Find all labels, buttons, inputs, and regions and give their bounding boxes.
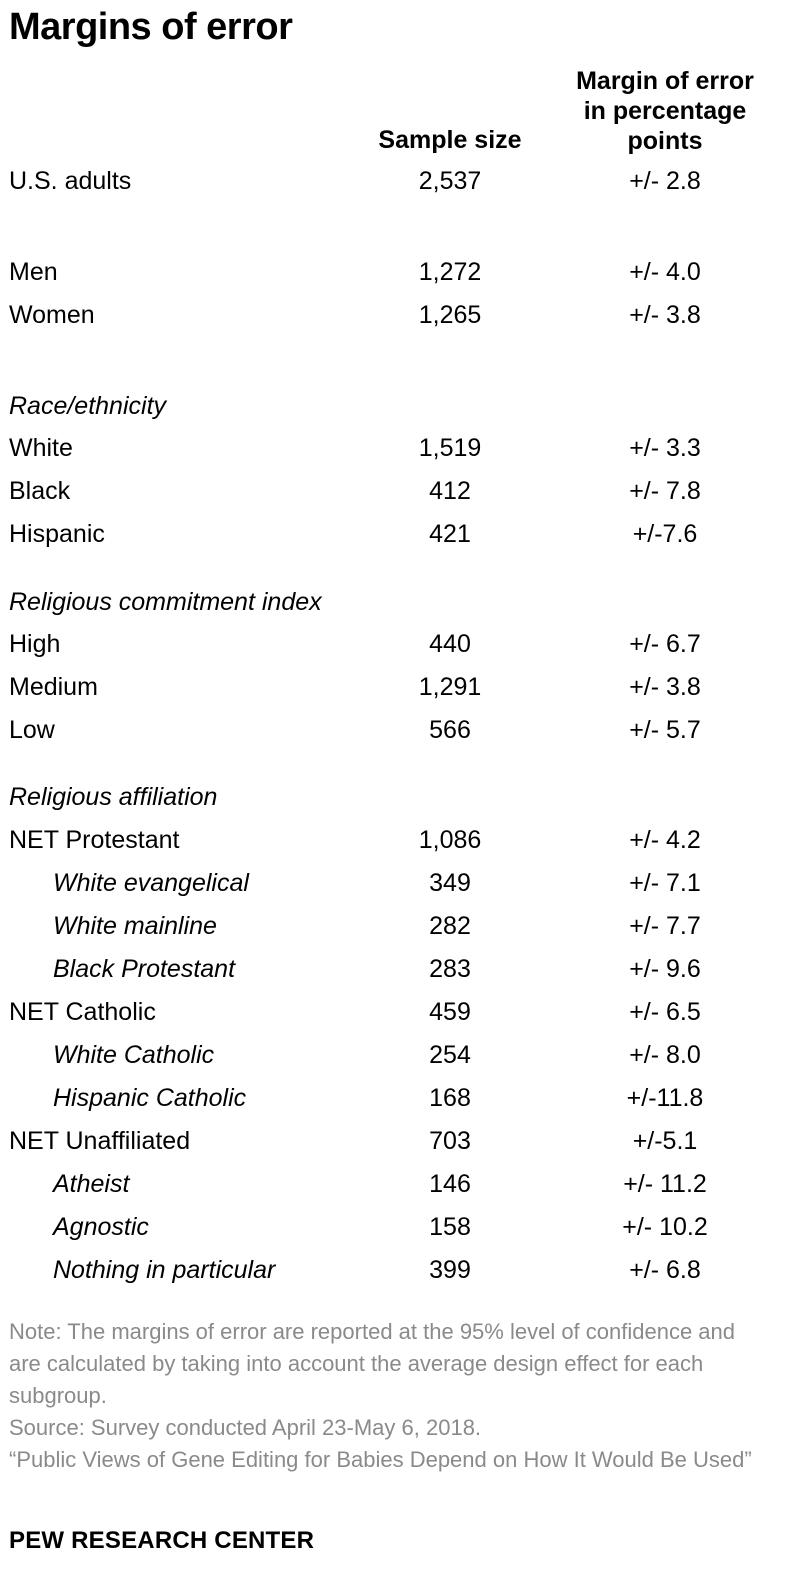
table-row: Medium 1,291 +/- 3.8 [0,666,786,709]
table-row: Black Protestant 283 +/- 9.6 [0,948,786,991]
brand-logo-text: PEW RESEARCH CENTER [9,1527,315,1554]
table-row: NET Unaffiliated 703 +/-5.1 [0,1120,786,1163]
row-label: Men [9,258,58,286]
margin-of-error-cell: +/-7.6 [632,520,698,548]
table-row: Hispanic Catholic 168 +/-11.8 [0,1077,786,1120]
sample-size-cell: 254 [429,1041,471,1069]
row-label: Race/ethnicity [9,392,167,420]
section-header-row: Religious commitment index [0,581,786,624]
table-row: High 440 +/- 6.7 [0,623,786,666]
row-label: Agnostic [53,1213,149,1241]
row-label: NET Unaffiliated [9,1127,191,1155]
sample-size-cell: 1,265 [418,301,482,329]
row-label: White Catholic [53,1041,215,1069]
table-row: Nothing in particular 399 +/- 6.8 [0,1249,786,1292]
margin-of-error-cell: +/- 3.8 [629,301,701,329]
sample-size-cell: 283 [429,955,471,983]
row-label: U.S. adults [9,167,132,195]
sample-size-cell: 1,272 [418,258,482,286]
row-label: Religious affiliation [9,783,218,811]
sample-size-cell: 459 [429,998,471,1026]
margin-of-error-cell: +/- 3.3 [629,434,701,462]
margin-of-error-cell: +/- 6.7 [629,630,701,658]
table-row: White mainline 282 +/- 7.7 [0,905,786,948]
sample-size-cell: 412 [429,477,471,505]
sample-size-cell: 440 [429,630,471,658]
sample-size-cell: 421 [429,520,471,548]
page-title: Margins of error [9,6,293,48]
row-label: Nothing in particular [53,1256,276,1284]
section-header-row: Religious affiliation [0,776,786,819]
sample-size-cell: 2,537 [418,167,482,195]
report-title-text: “Public Views of Gene Editing for Babies… [9,1447,752,1472]
column-header-sample-size-line: Sample size [378,126,522,154]
margin-of-error-cell: +/-5.1 [632,1127,698,1155]
table-row: White evangelical 349 +/- 7.1 [0,862,786,905]
table-row: U.S. adults 2,537 +/- 2.8 [0,160,786,203]
table-row: Black 412 +/- 7.8 [0,470,786,513]
source-text: Source: Survey conducted April 23-May 6,… [9,1415,482,1440]
row-label: Religious commitment index [9,588,322,616]
sample-size-cell: 1,086 [418,826,482,854]
sample-size-cell: 703 [429,1127,471,1155]
row-label: White mainline [53,912,217,940]
row-label: NET Protestant [9,826,180,854]
sample-size-cell: 146 [429,1170,471,1198]
column-header-moe-line-3: points [627,127,703,155]
row-label: White evangelical [53,869,249,897]
margin-of-error-cell: +/- 7.1 [629,869,701,897]
row-label: Atheist [53,1170,130,1198]
row-label: Women [9,301,95,329]
row-label: Low [9,716,55,744]
margin-of-error-cell: +/- 3.8 [629,673,701,701]
sample-size-cell: 168 [429,1084,471,1112]
row-label: Medium [9,673,98,701]
sample-size-cell: 158 [429,1213,471,1241]
table-row: NET Catholic 459 +/- 6.5 [0,991,786,1034]
margin-of-error-cell: +/- 7.8 [629,477,701,505]
margin-of-error-cell: +/- 10.2 [622,1213,708,1241]
column-header-moe-line-1: Margin of error [576,67,754,95]
margin-of-error-cell: +/- 2.8 [629,167,701,195]
sample-size-cell: 282 [429,912,471,940]
margin-of-error-cell: +/- 11.2 [623,1170,707,1198]
table-row: Women 1,265 +/- 3.8 [0,294,786,337]
margin-of-error-cell: +/- 5.7 [629,716,701,744]
column-header-sample-size: Sample size [360,125,540,155]
sample-size-cell: 349 [429,869,471,897]
margin-of-error-cell: +/- 9.6 [629,955,701,983]
sample-size-cell: 399 [429,1256,471,1284]
table-row: NET Protestant 1,086 +/- 4.2 [0,819,786,862]
row-label: High [9,630,61,658]
margin-of-error-cell: +/- 6.8 [629,1256,701,1284]
section-header-row: Race/ethnicity [0,385,786,428]
table-row: Low 566 +/- 5.7 [0,709,786,752]
row-label: Hispanic [9,520,105,548]
row-label: Hispanic Catholic [53,1084,247,1112]
margin-of-error-cell: +/- 4.0 [629,258,701,286]
table-row: Agnostic 158 +/- 10.2 [0,1206,786,1249]
sample-size-cell: 566 [429,716,471,744]
margin-of-error-cell: +/- 7.7 [629,912,701,940]
table-row: Hispanic 421 +/-7.6 [0,513,786,556]
column-header-margin-of-error: Margin of error in percentage points [555,66,775,156]
margin-of-error-cell: +/- 4.2 [629,826,701,854]
row-label: Black Protestant [53,955,236,983]
row-label: Black [9,477,71,505]
sample-size-cell: 1,519 [418,434,482,462]
margin-of-error-cell: +/-11.8 [626,1084,704,1112]
column-header-moe-line-2: in percentage [583,97,747,125]
table-row: White 1,519 +/- 3.3 [0,427,786,470]
row-label: NET Catholic [9,998,156,1026]
sample-size-cell: 1,291 [418,673,482,701]
row-label: White [9,434,73,462]
note-text: Note: The margins of error are reported … [9,1319,736,1408]
margin-of-error-cell: +/- 8.0 [629,1041,701,1069]
footnotes: Note: The margins of error are reported … [9,1316,769,1476]
table-row: Men 1,272 +/- 4.0 [0,251,786,294]
table-row: White Catholic 254 +/- 8.0 [0,1034,786,1077]
table-row: Atheist 146 +/- 11.2 [0,1163,786,1206]
margin-of-error-cell: +/- 6.5 [629,998,701,1026]
